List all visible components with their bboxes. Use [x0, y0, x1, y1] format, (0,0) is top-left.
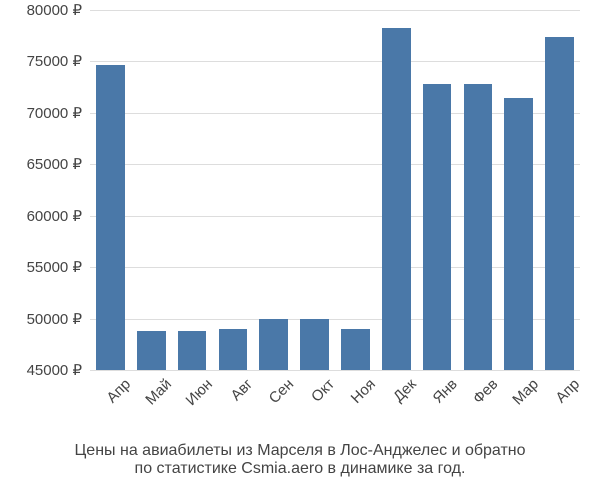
x-tick-label: Окт — [303, 370, 339, 406]
x-tick-label: Ноя — [342, 370, 379, 407]
y-tick-label: 45000 ₽ — [27, 361, 90, 379]
bar — [300, 319, 329, 370]
bar — [137, 331, 166, 370]
x-tick-label: Июн — [177, 370, 216, 409]
bar — [259, 319, 288, 370]
price-bar-chart: 45000 ₽ 50000 ₽ 55000 ₽ 60000 ₽ 65000 ₽ 70000… — [0, 0, 600, 500]
plot-area: 45000 ₽50000 ₽55000 ₽60000 ₽65000 ₽70000… — [90, 10, 580, 370]
bar — [504, 98, 533, 370]
bar — [382, 28, 411, 371]
x-tick-label: Фев — [464, 370, 501, 407]
y-gridline — [90, 370, 580, 371]
bar — [219, 329, 248, 370]
y-tick-label: 60000 ₽ — [27, 207, 90, 225]
y-tick-label: 70000 ₽ — [27, 104, 90, 122]
chart-caption: Цены на авиабилеты из Марселя в Лос-Андж… — [0, 442, 600, 478]
x-tick-label: Янв — [424, 370, 461, 407]
x-tick-label: Мар — [504, 370, 542, 408]
y-tick-label: 75000 ₽ — [27, 52, 90, 70]
bar — [341, 329, 370, 370]
x-tick-label: Апр — [547, 370, 583, 406]
y-tick-label: 65000 ₽ — [27, 155, 90, 173]
y-tick-label: 55000 ₽ — [27, 258, 90, 276]
y-tick-label: 50000 ₽ — [27, 310, 90, 328]
bar — [545, 37, 574, 370]
y-gridline — [90, 61, 580, 62]
bar — [96, 65, 125, 370]
x-tick-label: Май — [136, 370, 174, 408]
x-tick-label: Апр — [98, 370, 134, 406]
y-tick-label: 80000 ₽ — [27, 1, 90, 19]
caption-line: Цены на авиабилеты из Марселя в Лос-Андж… — [0, 442, 600, 460]
bar — [464, 84, 493, 370]
caption-line: по статистике Csmia.aero в динамике за г… — [0, 460, 600, 478]
y-gridline — [90, 10, 580, 11]
x-tick-label: Дек — [385, 370, 420, 405]
bar — [178, 331, 207, 370]
x-tick-label: Авг — [222, 370, 256, 404]
x-tick-label: Сен — [260, 370, 297, 407]
bar — [423, 84, 452, 370]
